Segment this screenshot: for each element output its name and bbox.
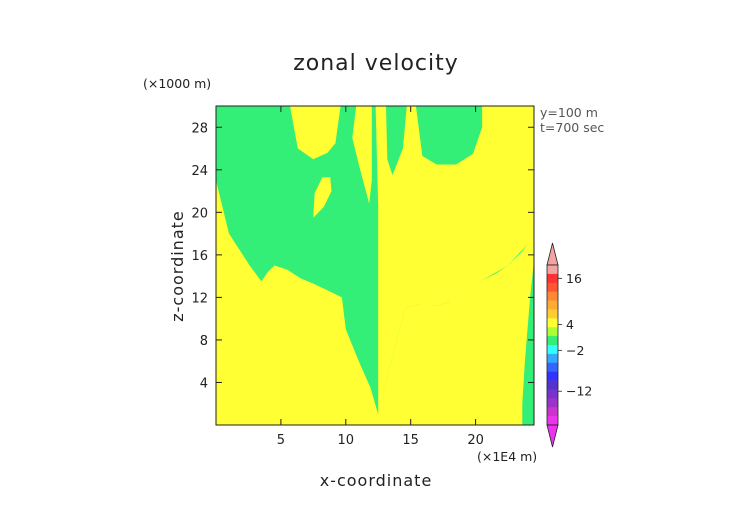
- colorbar-swatch: [547, 416, 558, 426]
- colorbar-swatch: [547, 309, 558, 319]
- x-unit-label: (×1E4 m): [477, 449, 537, 464]
- x-tick-group: 5 10 15 20: [277, 106, 484, 448]
- plot-frame: [215, 105, 535, 426]
- region-positive-lobes-5: [402, 169, 428, 231]
- region-positive-lobes-2: [352, 106, 372, 204]
- colorbar-top-arrow: [546, 242, 559, 266]
- colorbar-swatch: [547, 327, 558, 337]
- colorbar-swatch: [547, 282, 558, 292]
- colorbar-tick-label: 16: [566, 271, 582, 286]
- y-tick-label: 24: [191, 164, 208, 179]
- x-tick-label: 15: [402, 433, 419, 448]
- annotation-text: t=700 sec: [540, 120, 604, 135]
- x-axis-label: x-coordinate: [320, 471, 433, 490]
- region-positive-lobes-4: [313, 177, 332, 218]
- colorbar-swatch: [547, 291, 558, 301]
- y-tick-label: 20: [191, 206, 208, 221]
- colorbar-bottom-arrow: [546, 424, 559, 448]
- x-tick-label: 10: [338, 433, 355, 448]
- colorbar-tick-label: −12: [566, 384, 592, 399]
- chart-title: zonal velocity: [293, 51, 459, 76]
- colorbar-swatch: [547, 318, 558, 328]
- colorbar-swatch: [547, 362, 558, 372]
- y-tick-label: 4: [200, 376, 208, 391]
- colorbar-tick-label: −2: [566, 343, 584, 358]
- colorbar-frame: [546, 264, 559, 426]
- y-tick-group: 4 8 12 16 20 24 28: [191, 121, 534, 391]
- colorbar-swatch: [547, 389, 558, 399]
- colorbar-swatch: [547, 273, 558, 284]
- x-tick-label: 5: [277, 433, 285, 448]
- y-unit-label: (×1000 m): [143, 76, 211, 91]
- colorbar-swatch: [547, 353, 558, 364]
- colorbar-tick-label: 4: [566, 317, 574, 332]
- colorbar-swatch: [547, 407, 558, 417]
- y-tick-label: 12: [191, 291, 208, 306]
- colorbar-swatch: [547, 265, 558, 275]
- y-axis-label: z-coordinate: [168, 210, 187, 322]
- annotation-text: y=100 m: [540, 105, 598, 120]
- colorbar-swatch: [547, 371, 558, 381]
- colorbar-swatch: [547, 380, 558, 390]
- colorbar-swatch: [547, 300, 558, 310]
- annotation-group: y=100 mt=700 sec: [540, 105, 604, 135]
- y-tick-label: 8: [200, 334, 208, 349]
- colorbar-swatch: [547, 398, 558, 408]
- y-tick-label: 28: [191, 121, 208, 136]
- colorbar-swatch: [547, 345, 558, 355]
- colorbar: 16 4 −2 −12: [546, 242, 592, 448]
- field-regions: [216, 106, 534, 425]
- y-tick-label: 16: [191, 249, 208, 264]
- x-tick-label: 20: [467, 433, 484, 448]
- colorbar-swatch: [547, 336, 558, 346]
- region-positive-lobes-1: [290, 106, 341, 160]
